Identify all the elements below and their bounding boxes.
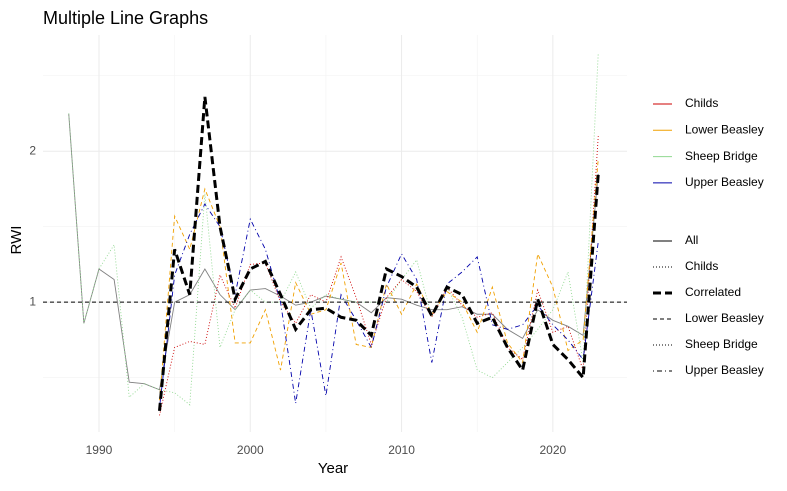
legend-label: Sheep Bridge (685, 337, 758, 351)
legend-label: Sheep Bridge (685, 149, 758, 163)
series-line (159, 203, 599, 408)
y-tick-label: 2 (29, 143, 36, 157)
legend-label: Upper Beasley (685, 175, 764, 189)
legend-label: Upper Beasley (685, 363, 764, 377)
y-tick-label: 1 (29, 294, 36, 308)
series-line (68, 113, 599, 391)
series-line (159, 158, 599, 401)
legend-label: Lower Beasley (685, 311, 764, 325)
x-tick-label: 2000 (237, 443, 264, 457)
x-axis-title: Year (318, 460, 348, 477)
y-axis-title: RWI (8, 226, 25, 255)
series-line (68, 53, 599, 406)
x-tick-label: 1990 (86, 443, 113, 457)
legend-label: Lower Beasley (685, 122, 764, 136)
chart-title: Multiple Line Graphs (43, 8, 208, 28)
series-line (158, 96, 600, 412)
series-line (159, 136, 599, 416)
legend-label: Childs (685, 259, 718, 273)
legend-label: Childs (685, 96, 718, 110)
x-tick-label: 2020 (540, 443, 567, 457)
legend-label: All (685, 233, 698, 247)
x-tick-label: 2010 (388, 443, 415, 457)
legend-label: Correlated (685, 285, 741, 299)
